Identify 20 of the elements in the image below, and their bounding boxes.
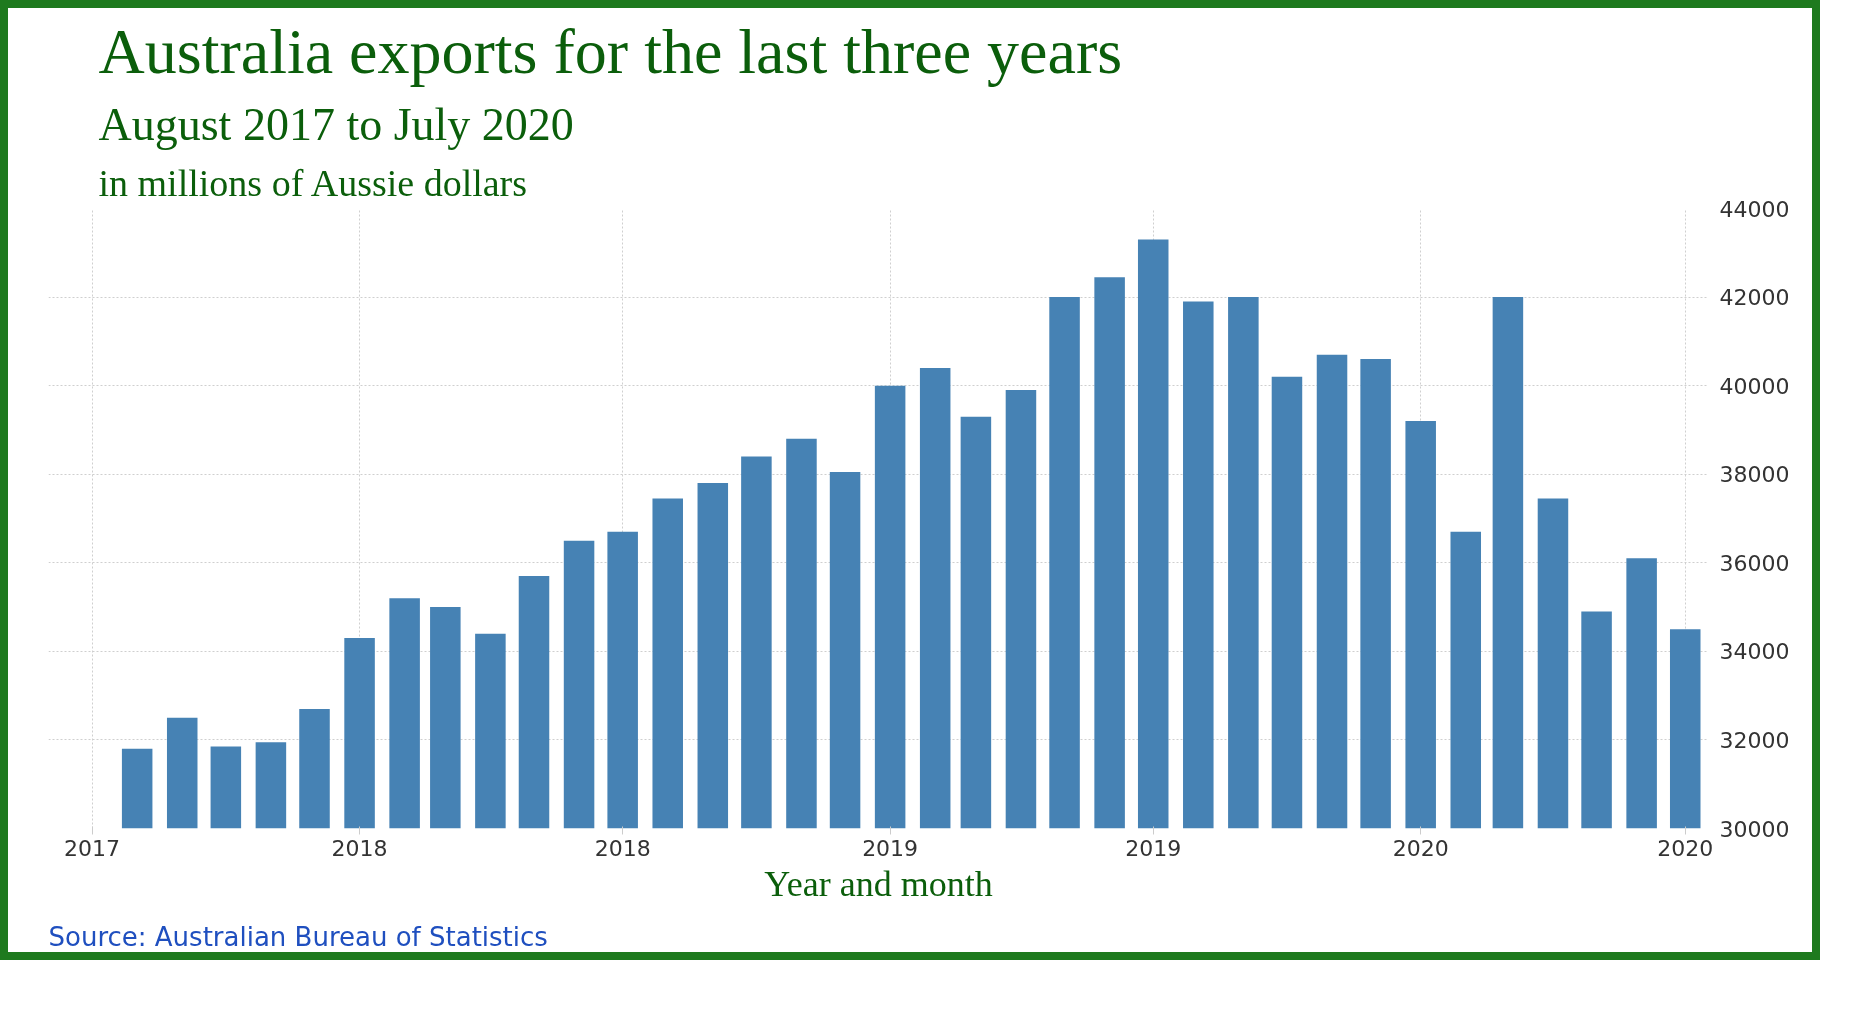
text: in millions of Aussie dollars — [98, 161, 528, 204]
y-tick-label: 30000 — [1719, 816, 1790, 842]
y-tick-label: 32000 — [1719, 727, 1790, 753]
chart-subtitle: August 2017 to July 2020 — [98, 98, 574, 150]
source-note: Source: Australian Bureau of Statistics — [48, 921, 548, 952]
x-tick-label: 2020 — [1392, 835, 1449, 861]
x-tick-label: 2018 — [594, 835, 651, 861]
y-tick-label: 44000 — [1719, 196, 1790, 222]
y-tick-label: 40000 — [1719, 373, 1790, 399]
y-tick-label: 38000 — [1719, 462, 1790, 488]
y-tick-label: 42000 — [1719, 285, 1790, 311]
x-tick-label: 2019 — [862, 835, 919, 861]
x-tick-label: 2019 — [1125, 835, 1182, 861]
y-tick-label: 34000 — [1719, 639, 1790, 665]
x-tick-label: 2020 — [1657, 835, 1714, 861]
x-axis-title: Year and month — [764, 863, 993, 904]
y-tick-label: 36000 — [1719, 550, 1790, 576]
chart-title: Australia exports for the last three years — [98, 15, 1123, 87]
x-tick-label: 2018 — [331, 835, 388, 861]
x-tick-label: 2017 — [64, 835, 121, 861]
